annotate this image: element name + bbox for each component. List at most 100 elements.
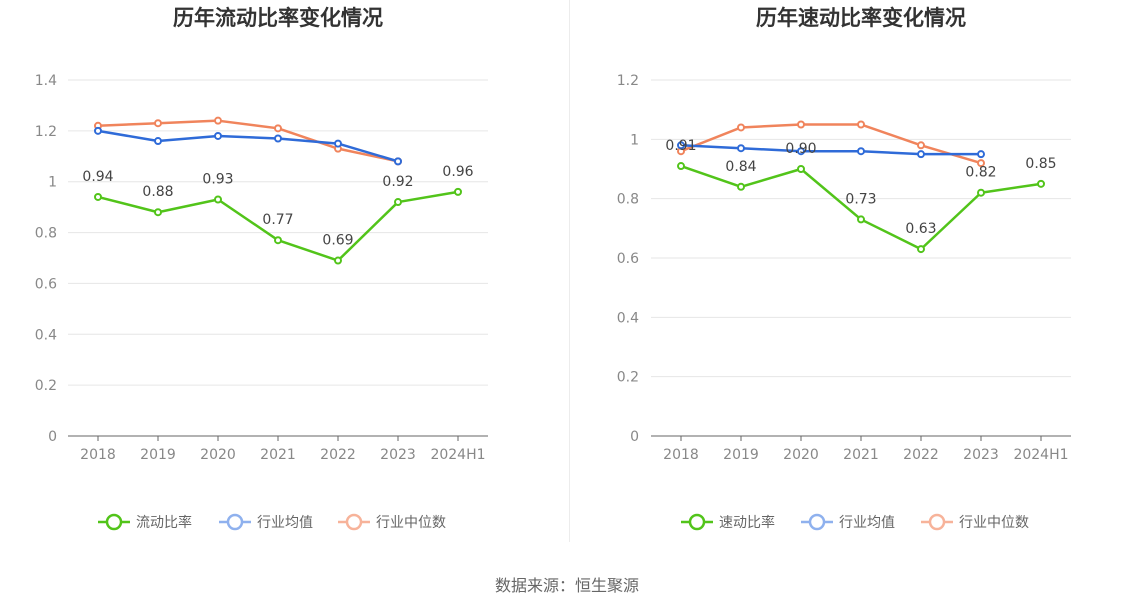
legend-circle-icon xyxy=(688,513,706,531)
legend-label: 行业中位数 xyxy=(959,515,1029,531)
data-label: 0.91 xyxy=(665,138,696,154)
y-tick-label: 0 xyxy=(48,429,57,445)
data-point[interactable] xyxy=(94,192,102,201)
x-tick-label: 2022 xyxy=(320,447,356,463)
series-line xyxy=(97,129,399,163)
data-point[interactable] xyxy=(977,188,985,197)
x-tick-label: 2021 xyxy=(260,447,296,463)
chart-title: 历年流动比率变化情况 xyxy=(173,6,383,30)
y-tick-label: 1 xyxy=(48,175,57,191)
legend-circle-icon xyxy=(345,513,363,531)
series-line xyxy=(97,119,399,163)
legend-label: 行业均值 xyxy=(257,515,313,531)
data-label: 0.82 xyxy=(965,165,996,181)
data-point[interactable] xyxy=(394,157,402,166)
legend-label: 流动比率 xyxy=(136,514,192,531)
legend-label: 速动比率 xyxy=(719,514,775,531)
x-tick-label: 2020 xyxy=(200,447,236,463)
data-source-note: 数据来源：恒生聚源 xyxy=(494,576,639,595)
data-label: 0.85 xyxy=(1025,156,1056,172)
chart-divider xyxy=(569,0,570,542)
y-tick-label: 0.4 xyxy=(35,327,57,343)
data-point[interactable] xyxy=(334,256,342,265)
y-tick-label: 0.2 xyxy=(617,370,639,386)
current-ratio-chart: 历年流动比率变化情况 0 0.2 0.4 0.6 0.8 1 1.2 1.4 2018 2019 20… xyxy=(35,6,488,531)
legend-item[interactable]: 流动比率 xyxy=(98,513,192,531)
legend-item[interactable]: 行业中位数 xyxy=(921,513,1029,531)
series-line xyxy=(680,144,981,156)
x-tick-label: 2024H1 xyxy=(430,447,485,463)
legend-item[interactable]: 行业均值 xyxy=(801,513,895,531)
x-tick-label: 2021 xyxy=(843,447,879,463)
x-tick-label: 2024H1 xyxy=(1013,447,1068,463)
x-tick-label: 2022 xyxy=(903,447,939,463)
data-label: 0.77 xyxy=(262,212,293,228)
y-tick-label: 1 xyxy=(630,132,639,148)
x-tick-label: 2018 xyxy=(80,447,116,463)
data-label: 0.94 xyxy=(82,169,113,185)
data-point[interactable] xyxy=(154,208,162,217)
data-point[interactable] xyxy=(737,182,745,191)
y-tick-label: 0.4 xyxy=(617,310,639,326)
x-tick-label: 2023 xyxy=(963,447,999,463)
data-point[interactable] xyxy=(857,147,865,156)
data-point[interactable] xyxy=(857,215,865,224)
data-point[interactable] xyxy=(737,123,745,132)
data-point[interactable] xyxy=(677,141,685,150)
data-point[interactable] xyxy=(797,120,805,129)
data-point[interactable] xyxy=(214,116,222,125)
data-label: 0.93 xyxy=(202,172,233,188)
data-point[interactable] xyxy=(917,150,925,159)
y-tick-label: 0.6 xyxy=(35,276,57,292)
data-point[interactable] xyxy=(797,147,805,156)
data-point[interactable] xyxy=(214,131,222,140)
data-label: 0.69 xyxy=(322,233,353,249)
y-tick-label: 1.2 xyxy=(35,124,57,140)
data-label: 0.84 xyxy=(725,159,756,175)
legend-item[interactable]: 行业中位数 xyxy=(338,513,446,531)
y-tick-label: 0.8 xyxy=(35,226,57,242)
data-point[interactable] xyxy=(214,195,222,204)
data-point[interactable] xyxy=(917,245,925,254)
data-label: 0.90 xyxy=(785,141,816,157)
x-tick-label: 2020 xyxy=(783,447,819,463)
data-point[interactable] xyxy=(274,134,282,143)
data-label: 0.92 xyxy=(382,174,413,190)
legend-circle-icon xyxy=(105,513,123,531)
data-point[interactable] xyxy=(394,198,402,207)
data-point[interactable] xyxy=(154,137,162,146)
data-point[interactable] xyxy=(917,141,925,150)
data-point[interactable] xyxy=(857,120,865,129)
data-point[interactable] xyxy=(977,159,985,168)
data-label: 0.88 xyxy=(142,184,173,200)
y-tick-label: 0 xyxy=(630,429,639,445)
data-label: 0.96 xyxy=(442,164,473,180)
data-point[interactable] xyxy=(274,236,282,245)
data-point[interactable] xyxy=(677,162,685,171)
chart-title: 历年速动比率变化情况 xyxy=(756,6,966,30)
x-tick-label: 2018 xyxy=(663,447,699,463)
y-tick-label: 1.4 xyxy=(35,73,57,89)
data-point[interactable] xyxy=(797,165,805,173)
y-tick-label: 0.8 xyxy=(617,192,639,208)
quick-ratio-chart: 历年速动比率变化情况 0 0.2 0.4 0.6 0.8 1 1.2 2018 2019 2020 2… xyxy=(617,6,1071,531)
x-tick-label: 2019 xyxy=(723,447,759,463)
data-label: 0.63 xyxy=(905,221,936,237)
legend-item[interactable]: 速动比率 xyxy=(681,513,775,531)
data-point[interactable] xyxy=(737,144,745,153)
data-point[interactable] xyxy=(977,150,985,159)
data-point[interactable] xyxy=(274,124,282,133)
data-point[interactable] xyxy=(154,119,162,128)
x-tick-label: 2023 xyxy=(380,447,416,463)
legend-circle-icon xyxy=(808,513,826,531)
data-point[interactable] xyxy=(454,187,462,196)
legend-item[interactable]: 行业均值 xyxy=(219,513,313,531)
legend-circle-icon xyxy=(226,513,244,531)
x-tick-label: 2019 xyxy=(140,447,176,463)
data-point[interactable] xyxy=(94,126,102,135)
legend-label: 行业中位数 xyxy=(376,515,446,531)
data-point[interactable] xyxy=(1037,179,1045,188)
data-label: 0.73 xyxy=(845,191,876,207)
data-point[interactable] xyxy=(334,139,342,148)
